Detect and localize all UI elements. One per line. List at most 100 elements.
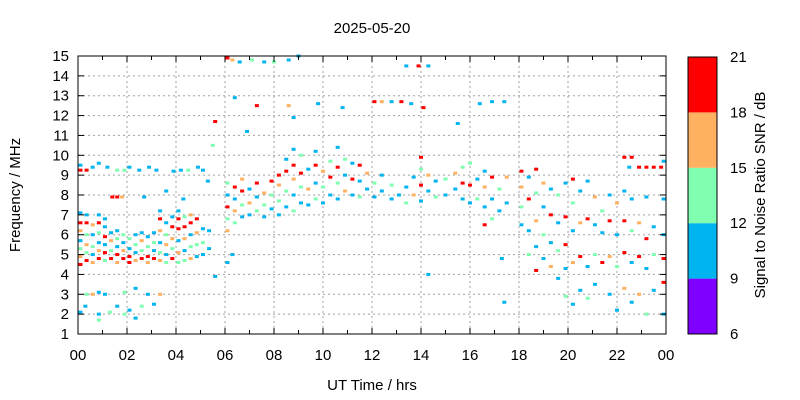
x-tick-label: 10	[315, 347, 332, 364]
data-point	[84, 251, 89, 255]
data-point	[548, 213, 553, 217]
data-point	[107, 310, 112, 314]
data-point	[570, 177, 575, 181]
data-point	[122, 290, 127, 294]
data-point	[291, 163, 296, 167]
data-point	[563, 243, 568, 247]
data-point	[90, 261, 95, 265]
grid	[78, 56, 666, 334]
data-point	[644, 237, 649, 241]
data-point	[142, 195, 147, 199]
data-point	[188, 233, 193, 237]
data-point	[182, 225, 187, 229]
data-point	[151, 241, 156, 245]
data-point	[502, 100, 507, 104]
data-point	[570, 302, 575, 306]
data-point	[570, 229, 575, 233]
data-point	[247, 201, 252, 205]
data-point	[276, 173, 281, 177]
data-point	[247, 187, 252, 191]
data-point	[176, 209, 181, 213]
data-point	[499, 257, 504, 261]
data-point	[637, 165, 642, 169]
data-point	[154, 168, 159, 172]
data-point	[276, 199, 281, 203]
data-point	[133, 316, 138, 320]
data-point	[622, 286, 627, 290]
data-point	[389, 183, 394, 187]
data-point	[541, 205, 546, 209]
data-point	[115, 195, 120, 199]
data-point	[96, 221, 101, 225]
data-point	[592, 223, 597, 227]
data-point	[585, 264, 590, 268]
data-point	[556, 249, 561, 253]
data-point	[460, 165, 465, 169]
data-point	[343, 189, 348, 193]
data-point	[286, 104, 291, 108]
data-point	[570, 201, 575, 205]
data-point	[145, 261, 150, 265]
data-point	[578, 221, 583, 225]
x-tick-label: 00	[658, 347, 675, 364]
y-axis-label: Frequency / MHz	[7, 138, 24, 252]
data-point	[600, 231, 605, 235]
data-point	[335, 181, 340, 185]
data-point	[519, 223, 524, 227]
data-point	[230, 253, 235, 257]
data-point	[526, 253, 531, 257]
data-point	[644, 266, 649, 270]
data-point	[78, 221, 83, 225]
data-point	[475, 197, 480, 201]
data-point	[519, 205, 524, 209]
y-tick-label: 11	[53, 127, 69, 144]
data-point	[102, 292, 107, 296]
data-point	[475, 177, 480, 181]
data-point	[181, 197, 186, 201]
data-point	[83, 304, 88, 308]
data-point	[200, 253, 205, 257]
data-point	[164, 189, 169, 193]
colorbar-segment	[688, 167, 717, 224]
data-point	[115, 245, 120, 249]
data-point	[213, 274, 218, 278]
colorbar-tick-label: 15	[730, 160, 747, 177]
data-point	[200, 227, 205, 231]
data-point	[556, 276, 561, 280]
data-point	[139, 231, 144, 235]
data-point	[443, 193, 448, 197]
data-point	[421, 106, 426, 110]
data-point	[225, 181, 230, 185]
data-point	[644, 312, 649, 316]
data-point	[490, 217, 495, 221]
data-point	[372, 195, 377, 199]
data-point	[629, 261, 634, 265]
colorbar-tick-label: 18	[730, 104, 747, 121]
data-point	[592, 195, 597, 199]
data-point	[622, 189, 627, 193]
data-point	[139, 249, 144, 253]
data-point	[426, 173, 431, 177]
colorbar-segment	[688, 57, 717, 113]
data-point	[102, 243, 107, 247]
data-point	[313, 149, 318, 153]
data-point	[460, 197, 465, 201]
data-point	[194, 217, 199, 221]
data-point	[78, 163, 83, 167]
data-point	[115, 253, 120, 257]
data-point	[328, 193, 333, 197]
data-point	[622, 251, 627, 255]
data-point	[433, 195, 438, 199]
data-point	[615, 233, 619, 237]
data-point	[232, 185, 237, 189]
data-point	[90, 165, 95, 169]
data-point	[661, 159, 666, 163]
data-point	[151, 249, 156, 253]
data-point	[637, 221, 642, 225]
data-point	[607, 255, 612, 259]
y-tick-label: 12	[52, 108, 69, 125]
data-point	[176, 217, 181, 221]
data-point	[196, 165, 201, 169]
data-point	[396, 193, 401, 197]
data-point	[426, 272, 431, 276]
